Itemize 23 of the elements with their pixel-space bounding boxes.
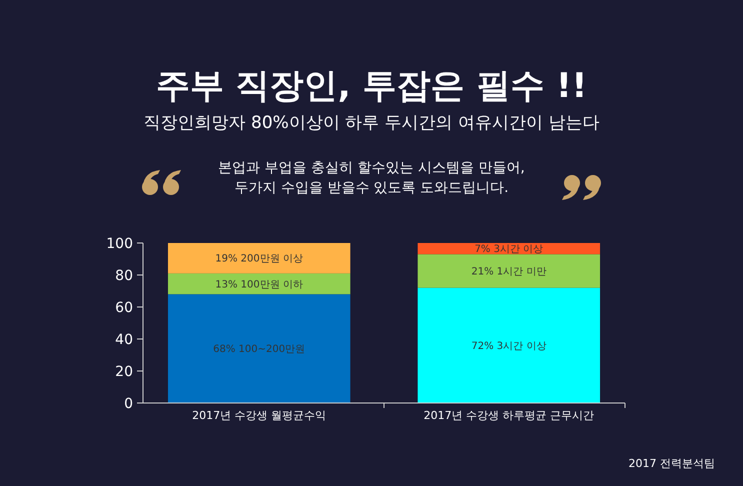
y-tick-label: 100 [106, 236, 133, 252]
data-label: 21% 1시간 미만 [471, 266, 546, 278]
x-tick-label: 2017년 수강생 월평균수익 [192, 409, 326, 422]
bar [168, 294, 350, 403]
bar [418, 288, 600, 403]
chart-title: 주부 직장인, 투잡은 필수 !! [156, 66, 588, 106]
y-tick-label: 20 [115, 364, 133, 380]
y-tick-label: 60 [115, 300, 133, 316]
data-label: 72% 3시간 이상 [471, 340, 546, 352]
y-tick-label: 80 [115, 268, 133, 284]
bar [168, 273, 350, 294]
text: 2017 전력분석팀 [628, 457, 715, 470]
data-label: 19% 200만원 이상 [215, 254, 303, 265]
y-tick-label: 40 [115, 332, 133, 348]
data-label: 13% 100만원 이하 [215, 279, 303, 290]
data-label: 7% 3시간 이상 [474, 244, 544, 256]
text: 본업과 부업을 충실히 할수있는 시스템을 만들어, 두가지 수입을 받을수 있도록 도와드립니다. [218, 160, 525, 196]
data-label: 68% 100~200만원 [213, 344, 306, 356]
chart-subtitle: 직장인희망자 80%이상이 하루 두시간의 여유시간이 남는다 [144, 113, 600, 133]
y-tick-label: 0 [124, 396, 133, 412]
bar [168, 243, 350, 274]
bar [418, 254, 600, 288]
x-tick-label: 2017년 수강생 하루평균 근무시간 [424, 409, 594, 422]
